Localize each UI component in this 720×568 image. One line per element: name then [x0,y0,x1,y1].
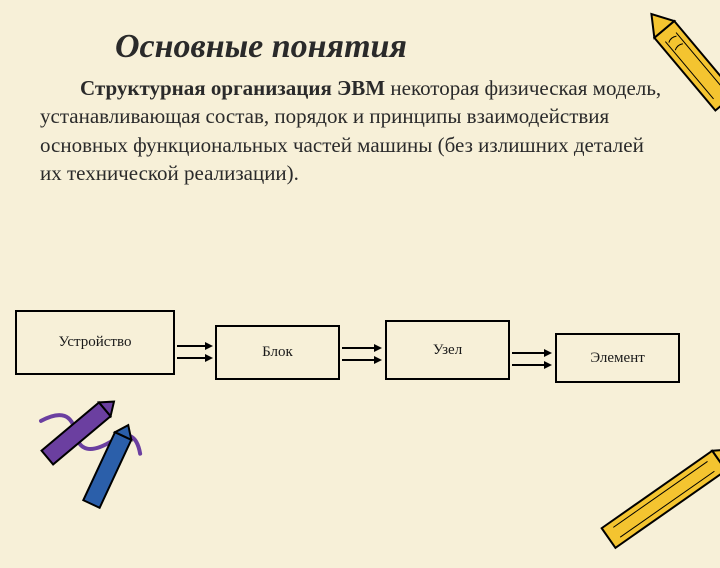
definition-lead: Структурная организация ЭВМ [80,76,385,100]
flowchart-node-n2: Блок [215,325,340,380]
definition-paragraph: Структурная организация ЭВМ некоторая фи… [0,66,720,187]
flowchart-node-n3: Узел [385,320,510,380]
page-title: Основные понятия [0,0,720,66]
flowchart-arrow [177,338,217,366]
flowchart-node-n4: Элемент [555,333,680,383]
flowchart-arrow [512,345,556,373]
crayon-yellow-bottom-icon [583,422,720,568]
flowchart-node-n1: Устройство [15,310,175,375]
flowchart-arrow [342,340,386,368]
